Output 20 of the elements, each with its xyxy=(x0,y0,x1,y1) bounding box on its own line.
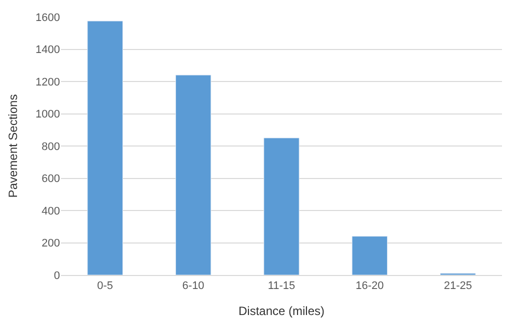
y-tick-label: 1400 xyxy=(36,44,60,56)
y-tick-label: 1600 xyxy=(36,12,60,24)
x-tick-label: 21-25 xyxy=(444,280,472,292)
y-tick-label: 1000 xyxy=(36,108,60,121)
y-tick-label: 0 xyxy=(54,270,60,282)
x-tick-label: 16-20 xyxy=(356,280,384,292)
x-tick-label: 0-5 xyxy=(97,280,114,292)
bar xyxy=(175,74,212,275)
y-tick-label: 200 xyxy=(42,238,60,250)
bar xyxy=(87,20,123,275)
bar xyxy=(264,138,300,275)
x-tick-label: 11-15 xyxy=(268,280,296,292)
y-tick-label: 1200 xyxy=(36,76,60,88)
y-tick-label: 600 xyxy=(42,173,60,186)
x-axis-title: Distance (miles) xyxy=(238,304,325,318)
y-tick-label: 800 xyxy=(42,140,60,153)
bar xyxy=(352,236,388,275)
x-tick-label: 6-10 xyxy=(182,280,204,292)
y-tick-label: 400 xyxy=(42,205,60,218)
y-axis-title: Pavement Sections xyxy=(6,94,20,198)
